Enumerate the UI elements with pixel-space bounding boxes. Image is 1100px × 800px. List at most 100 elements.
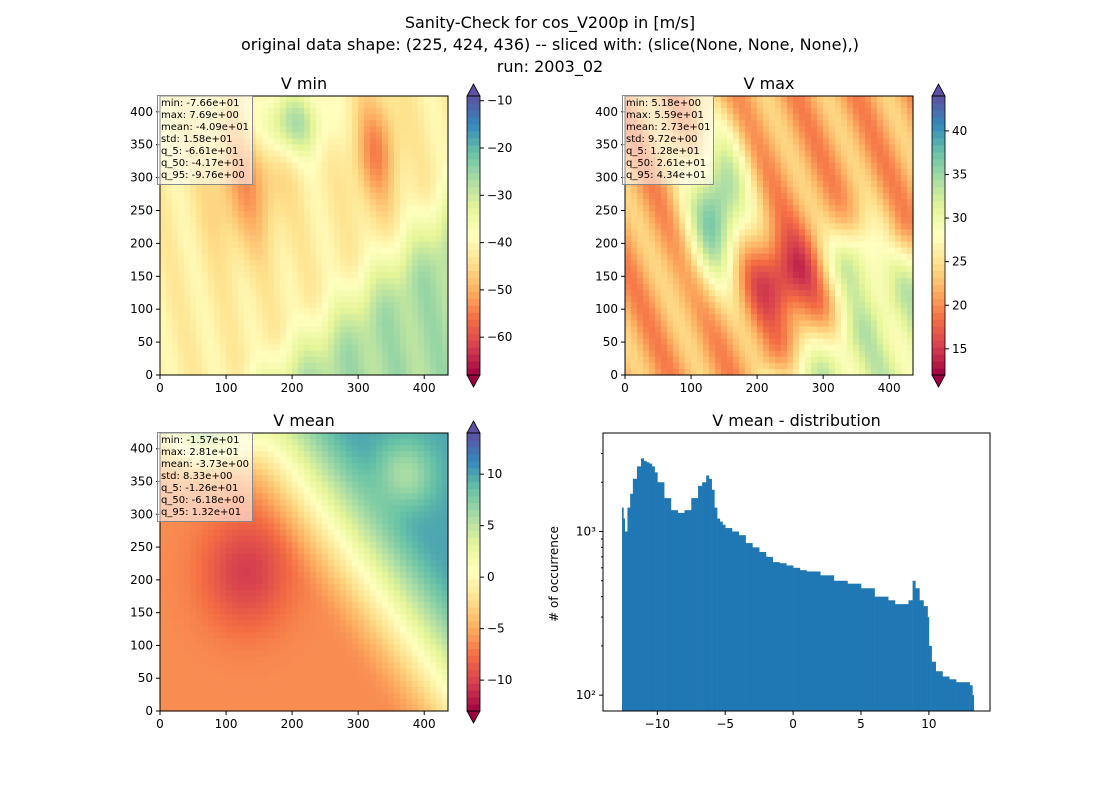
heatmap-cell	[406, 439, 413, 446]
heatmap-cell	[805, 350, 812, 358]
heatmap-cell	[280, 229, 287, 237]
heatmap-cell	[703, 277, 710, 285]
heatmap-cell	[298, 451, 305, 458]
heatmap-cell	[436, 241, 443, 249]
heatmap-cell	[877, 205, 884, 212]
heatmap-cell	[400, 162, 407, 170]
heatmap-cell	[661, 265, 668, 273]
heatmap-cell	[298, 229, 305, 237]
heatmap-cell	[691, 350, 698, 358]
heatmap-cell	[757, 326, 764, 334]
heatmap-cell	[442, 156, 449, 164]
heatmap-cell	[763, 144, 770, 152]
heatmap-cell	[304, 362, 311, 370]
heatmap-cell	[841, 362, 848, 370]
heatmap-cell	[400, 271, 407, 279]
heatmap-cell	[883, 302, 890, 309]
heatmap-cell	[763, 186, 770, 194]
colorbar-segment	[932, 284, 945, 292]
colorbar-segment	[467, 361, 480, 369]
heatmap-cell	[406, 457, 413, 464]
heatmap-cell	[220, 290, 227, 297]
heatmap-cell	[160, 338, 167, 346]
heatmap-cell	[901, 150, 908, 158]
heatmap-cell	[895, 199, 902, 206]
heatmap-cell	[370, 168, 377, 176]
heatmap-cell	[631, 362, 638, 370]
heatmap-cell	[364, 350, 371, 358]
heatmap-cell	[340, 296, 347, 303]
heatmap-cell	[340, 265, 347, 273]
x-tick-label: 400	[878, 381, 901, 395]
heatmap-cell	[799, 308, 806, 315]
heatmap-cell	[715, 211, 722, 218]
heatmap-cell	[256, 308, 263, 315]
heatmap-cell	[304, 320, 311, 328]
heatmap-cell	[865, 144, 872, 152]
heatmap-cell	[358, 296, 365, 303]
heatmap-cell	[262, 277, 269, 285]
heatmap-cell	[841, 326, 848, 334]
heatmap-cell	[364, 162, 371, 170]
heatmap-cell	[322, 102, 329, 109]
heatmap-cell	[316, 445, 323, 452]
heatmap-cell	[424, 475, 431, 482]
heatmap-cell	[721, 132, 728, 140]
heatmap-cell	[751, 217, 758, 224]
heatmap-cell	[256, 132, 263, 140]
colorbar-tick-label: 25	[952, 255, 967, 269]
heatmap-cell	[637, 229, 644, 237]
heatmap-cell	[745, 302, 752, 309]
heatmap-cell	[250, 433, 257, 440]
heatmap-cell	[883, 284, 890, 291]
heatmap-cell	[709, 211, 716, 218]
heatmap-cell	[262, 247, 269, 255]
heatmap-cell	[304, 350, 311, 358]
heatmap-cell	[907, 217, 914, 224]
heatmap-cell	[220, 350, 227, 358]
heatmap-cell	[793, 162, 800, 170]
heatmap-cell	[322, 433, 329, 440]
heatmap-cell	[745, 114, 752, 121]
heatmap-cell	[376, 332, 383, 340]
heatmap-cell	[769, 302, 776, 309]
heatmap-cell	[877, 102, 884, 109]
heatmap-cell	[340, 138, 347, 146]
heatmap-cell	[376, 259, 383, 267]
heatmap-cell	[412, 302, 419, 309]
heatmap-cell	[406, 199, 413, 206]
heatmap-cell	[715, 162, 722, 170]
heatmap-cell	[256, 350, 263, 358]
heatmap-cell	[292, 132, 299, 140]
heatmap-cell	[304, 174, 311, 182]
heatmap-cell	[202, 217, 209, 224]
heatmap-cell	[895, 211, 902, 218]
heatmap-cell	[727, 96, 734, 103]
colorbar-segment	[467, 305, 480, 313]
heatmap-cell	[418, 332, 425, 340]
heatmap-cell	[715, 186, 722, 194]
heatmap-cell	[424, 265, 431, 273]
heatmap-cell	[160, 247, 167, 255]
heatmap-cell	[190, 368, 197, 376]
heatmap-cell	[775, 108, 782, 115]
heatmap-cell	[430, 168, 437, 176]
heatmap-cell	[268, 138, 275, 146]
heatmap-cell	[649, 320, 656, 328]
heatmap-cell	[418, 174, 425, 182]
heatmap-cell	[679, 271, 686, 279]
heatmap-cell	[352, 271, 359, 279]
heatmap-cell	[853, 284, 860, 291]
heatmap-cell	[631, 223, 638, 231]
heatmap-cell	[799, 180, 806, 188]
heatmap-cell	[889, 180, 896, 188]
heatmap-cell	[649, 368, 656, 376]
heatmap-cell	[751, 205, 758, 212]
heatmap-cell	[775, 332, 782, 340]
heatmap-cell	[895, 96, 902, 103]
heatmap-cell	[418, 277, 425, 285]
heatmap-cell	[388, 463, 395, 470]
heatmap-cell	[631, 344, 638, 352]
heatmap-cell	[340, 132, 347, 140]
heatmap-cell	[286, 108, 293, 115]
